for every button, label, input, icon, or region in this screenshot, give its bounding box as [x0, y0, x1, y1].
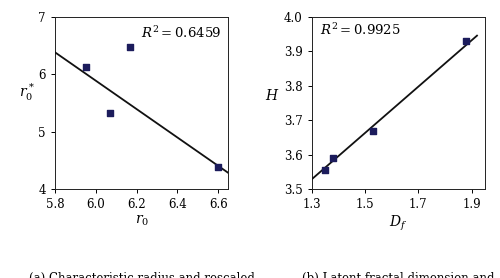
Text: $R^2 = 0.9925$: $R^2 = 0.9925$ — [320, 22, 400, 38]
Y-axis label: $r_0^*$: $r_0^*$ — [20, 81, 36, 103]
X-axis label: $r_0$: $r_0$ — [134, 214, 149, 228]
Title: (b) Latent fractal dimension and
information entropy: (b) Latent fractal dimension and informa… — [302, 272, 494, 278]
Point — [214, 165, 222, 169]
Point — [329, 156, 337, 160]
Point — [126, 44, 134, 49]
Point — [106, 111, 114, 115]
Point — [82, 65, 90, 70]
Title: (a) Characteristic radius and rescaled
characteristic radius: (a) Characteristic radius and rescaled c… — [29, 272, 254, 278]
Y-axis label: $H$: $H$ — [266, 88, 280, 103]
Text: $R^2 = 0.6459$: $R^2 = 0.6459$ — [140, 25, 222, 41]
Point — [462, 39, 470, 44]
Point — [369, 129, 377, 133]
X-axis label: $D_f$: $D_f$ — [389, 214, 407, 233]
Point — [321, 168, 329, 172]
